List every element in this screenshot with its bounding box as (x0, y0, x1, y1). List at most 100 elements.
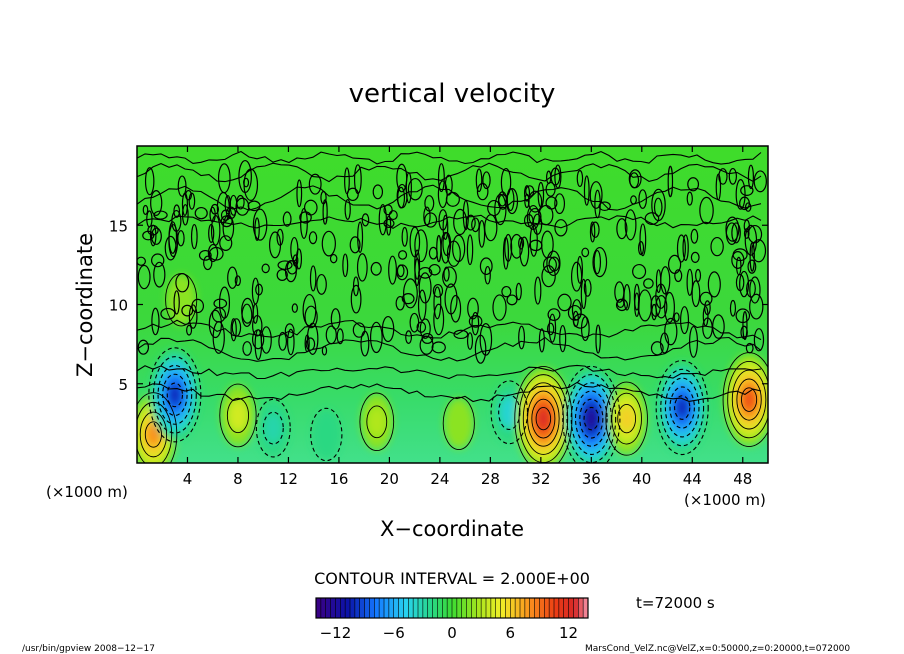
colorbar-bin (437, 598, 443, 618)
colorbar-bin (515, 598, 521, 618)
velocity-cell-contours-6 (310, 407, 343, 462)
contour-interval-label: CONTOUR INTERVAL = 2.000E+00 (314, 569, 590, 588)
x-axis-label: X−coordinate (380, 517, 524, 541)
footer-left: /usr/bin/gpview 2008−12−17 (22, 644, 155, 654)
velocity-cell-12 (606, 383, 647, 455)
colorbar-bin (345, 598, 351, 618)
x-tick-label: 40 (632, 470, 651, 488)
colorbar-bin (418, 598, 424, 618)
velocity-cell-14 (724, 353, 768, 446)
x-tick-label: 16 (329, 470, 348, 488)
colorbar-bin (320, 598, 327, 618)
velocity-cell-contours-5 (255, 398, 291, 458)
colorbar-bin (573, 598, 579, 618)
colorbar-tick-label: −6 (383, 624, 405, 642)
time-label: t=72000 s (636, 594, 715, 612)
colorbar-frame (315, 597, 589, 619)
colorbar-bin (379, 598, 385, 618)
velocity-cell-5 (257, 400, 290, 456)
x-tick-label: 12 (279, 470, 298, 488)
turbulence-contours (137, 159, 767, 364)
colorbar-bin (495, 598, 501, 618)
x-axis-ticks: 4 8 12 16 20 24 28 32 36 40 44 48 (183, 146, 752, 488)
velocity-cell-10 (515, 367, 571, 463)
colorbar-bin (558, 598, 565, 618)
colorbar-bin (490, 598, 497, 618)
velocity-cell-8 (444, 398, 474, 449)
colorbar-bin (568, 598, 574, 618)
colorbar-bin (408, 598, 414, 618)
colorbar-bin (563, 598, 569, 618)
colorbar-bin (364, 598, 370, 618)
colorbar-tick-label: 0 (447, 624, 457, 642)
colorbar-bin (335, 598, 341, 618)
colorbar-bin (500, 598, 506, 618)
velocity-cell-2 (149, 348, 200, 441)
x-tick-label: 36 (582, 470, 601, 488)
chart-title: vertical velocity (349, 79, 556, 109)
colorbar-bin (413, 598, 419, 618)
colorbar-bin (486, 598, 492, 618)
colorbar-bin (427, 598, 433, 618)
colorbar-bin (505, 598, 511, 618)
colorbar-bin (578, 598, 584, 618)
x-unit-left: (×1000 m) (46, 483, 128, 501)
colorbar-bin (539, 598, 545, 618)
colorbar-bin (316, 598, 322, 618)
plot-area (136, 145, 769, 464)
colorbar-bin (549, 598, 555, 618)
x-tick-label: 8 (233, 470, 243, 488)
colorbar-tick-label: −12 (320, 624, 352, 642)
colorbar-bin (403, 598, 409, 618)
colorbar-bin (476, 598, 482, 618)
colorbar-bin (471, 598, 477, 618)
velocity-cell-contours-12 (605, 381, 648, 456)
colorbar-bin (456, 598, 463, 618)
colorbar-bin (432, 598, 438, 618)
x-tick-label: 32 (531, 470, 550, 488)
colorbar-ticks: −12 −6 0 6 12 (320, 624, 579, 642)
x-tick-label: 20 (380, 470, 399, 488)
colorbar-bin (354, 598, 361, 618)
colorbar-bin (583, 598, 589, 618)
colorbar-bin (369, 598, 375, 618)
background-contours (137, 150, 762, 403)
colorbar-bin (374, 598, 380, 618)
colorbar-bin (359, 598, 365, 618)
x-tick-label: 4 (183, 470, 193, 488)
colorbar-bin (529, 598, 535, 618)
colorbar-tick-label: 6 (506, 624, 516, 642)
velocity-cell-11 (563, 367, 619, 463)
colorbar-bin (524, 598, 531, 618)
colorbar-bin (384, 598, 390, 618)
colorbar-bin (481, 598, 487, 618)
velocity-cell-contours-8 (442, 396, 475, 451)
colorbar-bin (544, 598, 550, 618)
y-tick-label: 5 (118, 376, 128, 394)
colorbar-bin (325, 598, 331, 618)
colorbar-bin (461, 598, 467, 618)
x-unit-right: (×1000 m) (684, 491, 766, 509)
velocity-cell-7 (360, 393, 393, 450)
velocity-cell-contours-7 (359, 392, 395, 452)
y-axis-ticks: 5 10 15 (109, 217, 768, 394)
colorbar-bin (340, 598, 346, 618)
colorbar-bin (520, 598, 526, 618)
colorbar-bin (510, 598, 516, 618)
footer-right: MarsCond_VelZ.nc@VelZ,x=0:50000,z=0:2000… (585, 644, 850, 654)
colorbar-bin (350, 598, 356, 618)
y-tick-label: 10 (109, 297, 128, 315)
colorbar (315, 597, 589, 619)
colorbar-bin (422, 598, 429, 618)
y-axis-label: Z−coordinate (73, 233, 97, 377)
colorbar-bin (388, 598, 395, 618)
contour-lines (137, 150, 768, 463)
colorbar-bin (393, 598, 399, 618)
colorbar-bin (447, 598, 453, 618)
colorbar-bin (554, 598, 560, 618)
x-tick-label: 24 (430, 470, 449, 488)
colorbar-bin (398, 598, 404, 618)
colorbar-bin (534, 598, 540, 618)
velocity-features (137, 274, 768, 463)
